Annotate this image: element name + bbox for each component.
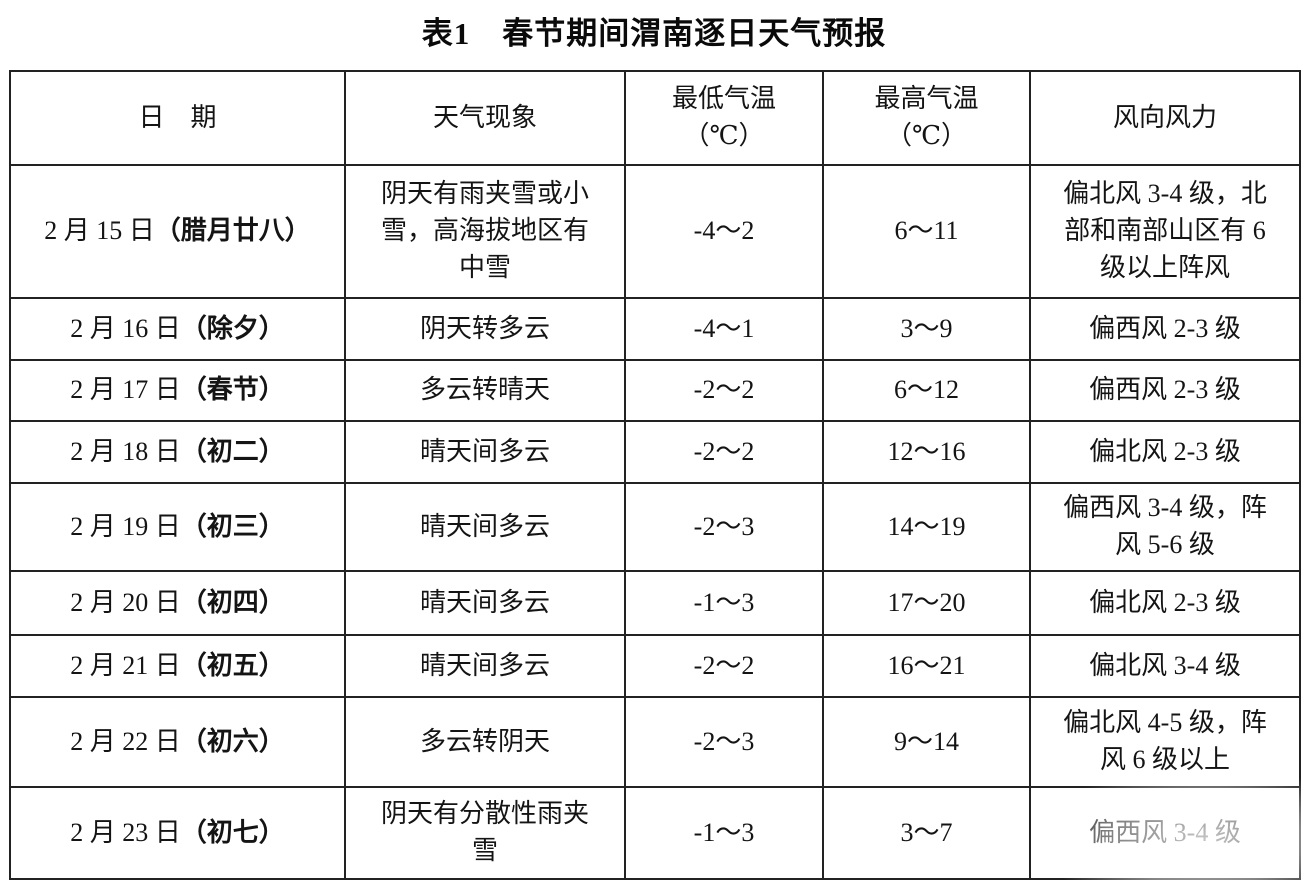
date-cell: 2 月 19 日（初三） [9, 482, 346, 572]
weather-cell: 晴天间多云 [344, 634, 626, 698]
weather-cell: 阴天转多云 [344, 297, 626, 361]
date-cell: 2 月 15 日（腊月廿八） [9, 164, 346, 299]
weather-cell: 晴天间多云 [344, 420, 626, 484]
header-min-temp-line1: 最低气温 [671, 84, 776, 114]
max-temp-cell: 14～19 [822, 482, 1031, 572]
table-row: 2 月 16 日（除夕） 阴天转多云 -4～1 3～9 偏西风 2-3 级 [9, 297, 1301, 361]
date-cell: 2 月 18 日（初二） [9, 420, 346, 484]
date-text: 2 月 16 日 [70, 313, 181, 343]
wind-cell: 偏北风 2-3 级 [1029, 570, 1301, 636]
header-max-temp-line2: （℃） [885, 121, 968, 150]
weather-cell: 阴天有雨夹雪或小雪，高海拔地区有中雪 [344, 164, 626, 299]
max-temp-cell: 9～14 [822, 696, 1031, 788]
min-temp-cell: -2～2 [624, 420, 824, 484]
weather-cell: 晴天间多云 [344, 482, 626, 572]
max-temp-cell: 17～20 [822, 570, 1031, 636]
min-temp-cell: -2～3 [624, 696, 824, 788]
date-text: 2 月 18 日 [70, 436, 181, 466]
max-temp-cell: 3～9 [822, 297, 1031, 361]
wind-cell: 偏北风 4-5 级，阵风 6 级以上 [1029, 696, 1301, 788]
wind-cell: 偏北风 3-4 级 [1029, 634, 1301, 698]
table-row: 2 月 23 日（初七） 阴天有分散性雨夹雪 -1～3 3～7 偏西风 3-4 … [9, 786, 1301, 880]
date-cell: 2 月 16 日（除夕） [9, 297, 346, 361]
holiday-text: （春节） [180, 375, 285, 405]
weather-forecast-table: 日 期 天气现象 最低气温 （℃） 最高气温 （℃） 风向风力 2 月 15 日… [9, 70, 1301, 880]
date-text: 2 月 23 日 [70, 817, 181, 847]
weather-cell: 晴天间多云 [344, 570, 626, 636]
date-cell: 2 月 22 日（初六） [9, 696, 346, 788]
date-text: 2 月 17 日 [70, 375, 181, 405]
wind-cell: 偏西风 3-4 级 [1029, 786, 1301, 880]
wind-cell: 偏西风 2-3 级 [1029, 297, 1301, 361]
table-header-row: 日 期 天气现象 最低气温 （℃） 最高气温 （℃） 风向风力 [9, 70, 1301, 166]
date-text: 2 月 21 日 [70, 650, 181, 680]
date-text: 2 月 19 日 [70, 511, 181, 541]
header-max-temp: 最高气温 （℃） [822, 70, 1031, 166]
table-row: 2 月 22 日（初六） 多云转阴天 -2～3 9～14 偏北风 4-5 级，阵… [9, 696, 1301, 788]
header-min-temp: 最低气温 （℃） [624, 70, 824, 166]
holiday-text: （初七） [180, 817, 285, 847]
max-temp-cell: 6～12 [822, 359, 1031, 422]
min-temp-cell: -1～3 [624, 570, 824, 636]
weather-cell: 多云转阴天 [344, 696, 626, 788]
weather-cell: 阴天有分散性雨夹雪 [344, 786, 626, 880]
header-max-temp-line1: 最高气温 [874, 84, 979, 114]
date-text: 2 月 15 日 [44, 216, 155, 246]
wind-cell: 偏西风 2-3 级 [1029, 359, 1301, 422]
wind-cell: 偏北风 3-4 级，北部和南部山区有 6 级以上阵风 [1029, 164, 1301, 299]
holiday-text: （除夕） [180, 313, 285, 343]
date-cell: 2 月 23 日（初七） [9, 786, 346, 880]
holiday-text: （初五） [180, 650, 285, 680]
holiday-text: （初二） [180, 436, 285, 466]
min-temp-cell: -2～2 [624, 359, 824, 422]
table-row: 2 月 19 日（初三） 晴天间多云 -2～3 14～19 偏西风 3-4 级，… [9, 482, 1301, 572]
holiday-text: （初六） [180, 726, 285, 756]
table-row: 2 月 17 日（春节） 多云转晴天 -2～2 6～12 偏西风 2-3 级 [9, 359, 1301, 422]
min-temp-cell: -2～2 [624, 634, 824, 698]
holiday-text: （初三） [180, 511, 285, 541]
header-weather: 天气现象 [344, 70, 626, 166]
table-row: 2 月 20 日（初四） 晴天间多云 -1～3 17～20 偏北风 2-3 级 [9, 570, 1301, 636]
date-cell: 2 月 17 日（春节） [9, 359, 346, 422]
min-temp-cell: -4～2 [624, 164, 824, 299]
min-temp-cell: -1～3 [624, 786, 824, 880]
table-row: 2 月 18 日（初二） 晴天间多云 -2～2 12～16 偏北风 2-3 级 [9, 420, 1301, 484]
header-min-temp-line2: （℃） [683, 121, 765, 150]
holiday-text: （腊月廿八） [154, 216, 311, 246]
date-text: 2 月 22 日 [70, 726, 181, 756]
max-temp-cell: 12～16 [822, 420, 1031, 484]
header-date: 日 期 [9, 70, 346, 166]
wind-cell: 偏西风 3-4 级，阵风 5-6 级 [1029, 482, 1301, 572]
table-row: 2 月 21 日（初五） 晴天间多云 -2～2 16～21 偏北风 3-4 级 [9, 634, 1301, 698]
holiday-text: （初四） [180, 587, 285, 617]
header-wind: 风向风力 [1029, 70, 1301, 166]
page-title: 表1 春节期间渭南逐日天气预报 [421, 16, 887, 51]
max-temp-cell: 6～11 [822, 164, 1031, 299]
date-cell: 2 月 20 日（初四） [9, 570, 346, 636]
wind-cell: 偏北风 2-3 级 [1029, 420, 1301, 484]
min-temp-cell: -4～1 [624, 297, 824, 361]
min-temp-cell: -2～3 [624, 482, 824, 572]
date-text: 2 月 20 日 [70, 587, 181, 617]
max-temp-cell: 3～7 [822, 786, 1031, 880]
weather-cell: 多云转晴天 [344, 359, 626, 422]
table-row: 2 月 15 日（腊月廿八） 阴天有雨夹雪或小雪，高海拔地区有中雪 -4～2 6… [9, 164, 1301, 299]
date-cell: 2 月 21 日（初五） [9, 634, 346, 698]
max-temp-cell: 16～21 [822, 634, 1031, 698]
